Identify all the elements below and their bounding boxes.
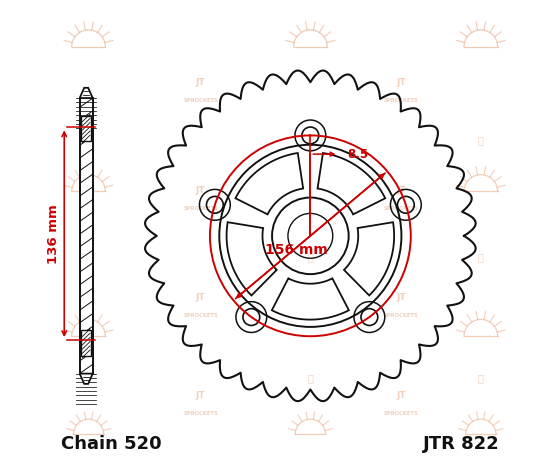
- Text: 龙: 龙: [478, 373, 484, 383]
- Text: JT: JT: [396, 78, 406, 87]
- Text: 龙: 龙: [307, 373, 313, 383]
- Text: JT: JT: [196, 186, 206, 195]
- Text: SPROCKETS: SPROCKETS: [384, 99, 419, 104]
- Text: SPROCKETS: SPROCKETS: [384, 313, 419, 318]
- Text: Chain 520: Chain 520: [60, 435, 161, 453]
- Text: SPROCKETS: SPROCKETS: [183, 411, 218, 417]
- Text: JT: JT: [396, 186, 406, 195]
- Text: SPROCKETS: SPROCKETS: [183, 313, 218, 318]
- Text: JT: JT: [196, 293, 206, 302]
- Text: JT: JT: [196, 78, 206, 87]
- Text: 龙: 龙: [307, 135, 313, 145]
- Text: JTR 822: JTR 822: [423, 435, 500, 453]
- Bar: [81, 115, 91, 141]
- Text: SPROCKETS: SPROCKETS: [183, 206, 218, 211]
- Text: JT: JT: [196, 391, 206, 400]
- Bar: [80, 98, 93, 374]
- Text: 龙: 龙: [86, 252, 91, 262]
- Text: 136 mm: 136 mm: [48, 204, 60, 263]
- Text: 8.5: 8.5: [348, 148, 369, 161]
- Text: JT: JT: [396, 391, 406, 400]
- Text: SPROCKETS: SPROCKETS: [384, 411, 419, 417]
- Text: SPROCKETS: SPROCKETS: [183, 99, 218, 104]
- Bar: [81, 330, 91, 356]
- Text: 龙: 龙: [478, 135, 484, 145]
- Polygon shape: [80, 88, 93, 98]
- Polygon shape: [80, 374, 93, 384]
- Text: 156 mm: 156 mm: [265, 243, 328, 257]
- Text: JT: JT: [396, 293, 406, 302]
- Text: 龙: 龙: [478, 252, 484, 262]
- Text: 龙: 龙: [307, 252, 313, 262]
- Text: SPROCKETS: SPROCKETS: [384, 206, 419, 211]
